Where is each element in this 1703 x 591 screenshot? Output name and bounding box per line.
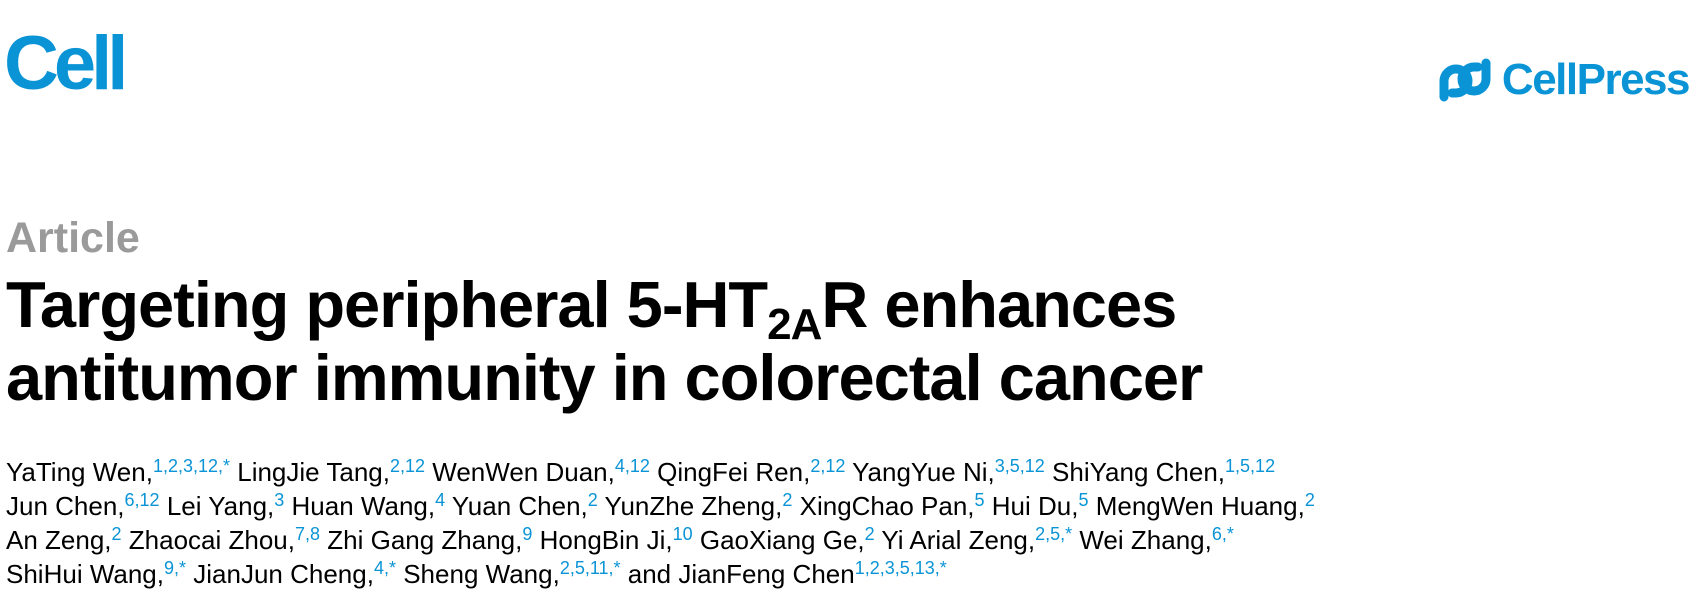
author-name: Yuan Chen, [451, 491, 588, 521]
author-name: YangYue Ni, [852, 457, 995, 487]
affiliation: 6,* [1211, 524, 1234, 544]
affiliation: 5 [1078, 490, 1089, 510]
publisher-logo: CellPress [1436, 50, 1691, 110]
author-name: Huan Wang, [291, 491, 436, 521]
affiliation: 2 [782, 490, 793, 510]
author-name: GaoXiang Ge, [699, 525, 865, 555]
author-list: YaTing Wen,1,2,3,12,* LingJie Tang,2,12 … [6, 455, 1315, 591]
author-name: YaTing Wen, [6, 457, 153, 487]
author-name: LingJie Tang, [237, 457, 390, 487]
affiliation: 7,8 [294, 524, 321, 544]
author-line: An Zeng,2 Zhaocai Zhou,7,8 Zhi Gang Zhan… [6, 523, 1315, 557]
author-name: HongBin Ji, [539, 525, 673, 555]
author-name: MengWen Huang, [1095, 491, 1305, 521]
author-name: Jun Chen, [6, 491, 125, 521]
affiliation: 2 [587, 490, 598, 510]
article-title: Targeting peripheral 5-HT2AR enhances an… [6, 268, 1203, 414]
affiliation: 3 [274, 490, 285, 510]
title-text: antitumor immunity in colorectal cancer [6, 341, 1203, 414]
author-name: An Zeng, [6, 525, 112, 555]
affiliation: 4 [435, 490, 446, 510]
affiliation: 2,5,* [1035, 524, 1073, 544]
affiliation: 9,* [164, 558, 187, 578]
author-name: XingChao Pan, [799, 491, 975, 521]
article-type: Article [6, 214, 140, 262]
affiliation: 2 [111, 524, 122, 544]
affiliation: 6,12 [124, 490, 160, 510]
affiliation: 5 [974, 490, 985, 510]
author-name: Zhaocai Zhou, [128, 525, 295, 555]
title-text: R enhances [821, 268, 1177, 341]
publisher-name: CellPress [1501, 55, 1691, 104]
affiliation: 1,5,12 [1225, 456, 1276, 476]
author-name: Zhi Gang Zhang, [327, 525, 523, 555]
author-name: Hui Du, [991, 491, 1079, 521]
author-name: YunZhe Zheng, [604, 491, 783, 521]
author-name: Wei Zhang, [1079, 525, 1212, 555]
author-line: Jun Chen,6,12 Lei Yang,3 Huan Wang,4 Yua… [6, 489, 1315, 523]
author-name: JianJun Cheng, [193, 559, 374, 589]
affiliation: 4,12 [614, 456, 650, 476]
author-line: ShiHui Wang,9,* JianJun Cheng,4,* Sheng … [6, 557, 1315, 591]
affiliation: 2,12 [389, 456, 426, 476]
journal-logo: Cell [4, 21, 128, 106]
author-name: Yi Arial Zeng, [881, 525, 1036, 555]
author-name: WenWen Duan, [432, 457, 615, 487]
affiliation: 2,12 [810, 456, 846, 476]
affiliation: 3,5,12 [994, 456, 1045, 476]
title-subscript: 2A [767, 300, 822, 349]
publisher-icon [1439, 58, 1491, 102]
author-name: QingFei Ren, [657, 457, 811, 487]
affiliation: 1,2,3,5,13,* [854, 558, 947, 578]
author-line: YaTing Wen,1,2,3,12,* LingJie Tang,2,12 … [6, 455, 1315, 489]
author-name: Sheng Wang, [403, 559, 560, 589]
affiliation: 4,* [373, 558, 396, 578]
author-name: Lei Yang, [166, 491, 275, 521]
author-name: and JianFeng Chen [627, 559, 855, 589]
author-name: ShiHui Wang, [6, 559, 164, 589]
affiliation: 2 [1304, 490, 1315, 510]
title-text: Targeting peripheral 5-HT [6, 268, 768, 341]
affiliation: 10 [672, 524, 693, 544]
affiliation: 2,5,11,* [559, 558, 621, 578]
affiliation: 9 [522, 524, 533, 544]
author-name: ShiYang Chen, [1052, 457, 1226, 487]
affiliation: 1,2,3,12,* [152, 456, 230, 476]
affiliation: 2 [864, 524, 875, 544]
